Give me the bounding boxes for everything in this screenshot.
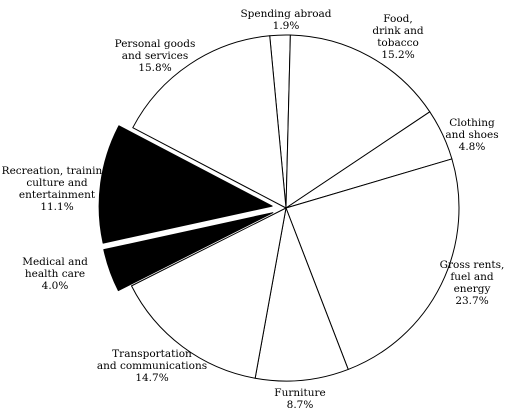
slice-value: 15.2% [381, 49, 414, 61]
slice-labels: Spending abroad 1.9% Food, drink and tobacco… [2, 8, 505, 411]
slice-name: drink and [372, 25, 424, 37]
slice-name: culture and [26, 177, 88, 189]
pie-slice-4 [285, 158, 460, 370]
slice-name: Gross rents, [440, 259, 505, 271]
slice-name: Spending abroad [240, 8, 331, 20]
pie-slice-7 [103, 212, 274, 292]
pie-slice-6 [131, 207, 287, 379]
slice-name: entertainment [19, 189, 96, 201]
slice-label-3: Clothing and shoes 4.8% [445, 117, 498, 153]
slice-name: and shoes [445, 129, 498, 141]
slice-name: tobacco [377, 37, 419, 49]
slice-name: health care [25, 268, 85, 280]
slice-label-5: Furniture 8.7% [274, 387, 325, 411]
slice-value: 15.8% [138, 62, 171, 74]
pie-slice-9 [132, 35, 287, 209]
slice-value: 23.7% [455, 295, 488, 307]
slice-name: and communications [97, 360, 207, 372]
slice-name: Clothing [449, 117, 495, 129]
slice-value: 4.0% [42, 280, 69, 292]
slice-label-8: Recreation, training, culture and entertai… [2, 165, 113, 213]
slice-label-6: Transportation and communications 14.7% [97, 348, 207, 384]
slice-value: 4.8% [459, 141, 486, 153]
pie-slices [98, 34, 460, 382]
slice-value: 8.7% [287, 399, 314, 411]
slice-label-7: Medical and health care 4.0% [22, 256, 88, 292]
slice-value: 14.7% [135, 372, 168, 384]
pie-slice-8 [98, 125, 273, 244]
slice-name: Personal goods [115, 38, 196, 50]
slice-name: and services [122, 50, 188, 62]
slice-name: Food, [383, 13, 412, 25]
slice-value: 1.9% [273, 20, 300, 32]
slice-name: Recreation, training, [2, 165, 113, 177]
pie-slice-2 [285, 34, 431, 209]
slice-name: Medical and [22, 256, 88, 268]
slice-label-4: Gross rents, fuel and energy 23.7% [440, 259, 505, 307]
slice-label-1: Spending abroad 1.9% [240, 8, 331, 32]
slice-name: energy [454, 283, 491, 295]
slice-label-2: Food, drink and tobacco 15.2% [372, 13, 424, 61]
slice-name: fuel and [450, 271, 494, 283]
slice-name: Furniture [274, 387, 325, 399]
slice-label-9: Personal goods and services 15.8% [115, 38, 196, 74]
slice-value: 11.1% [40, 201, 73, 213]
slice-name: Transportation [112, 348, 192, 360]
